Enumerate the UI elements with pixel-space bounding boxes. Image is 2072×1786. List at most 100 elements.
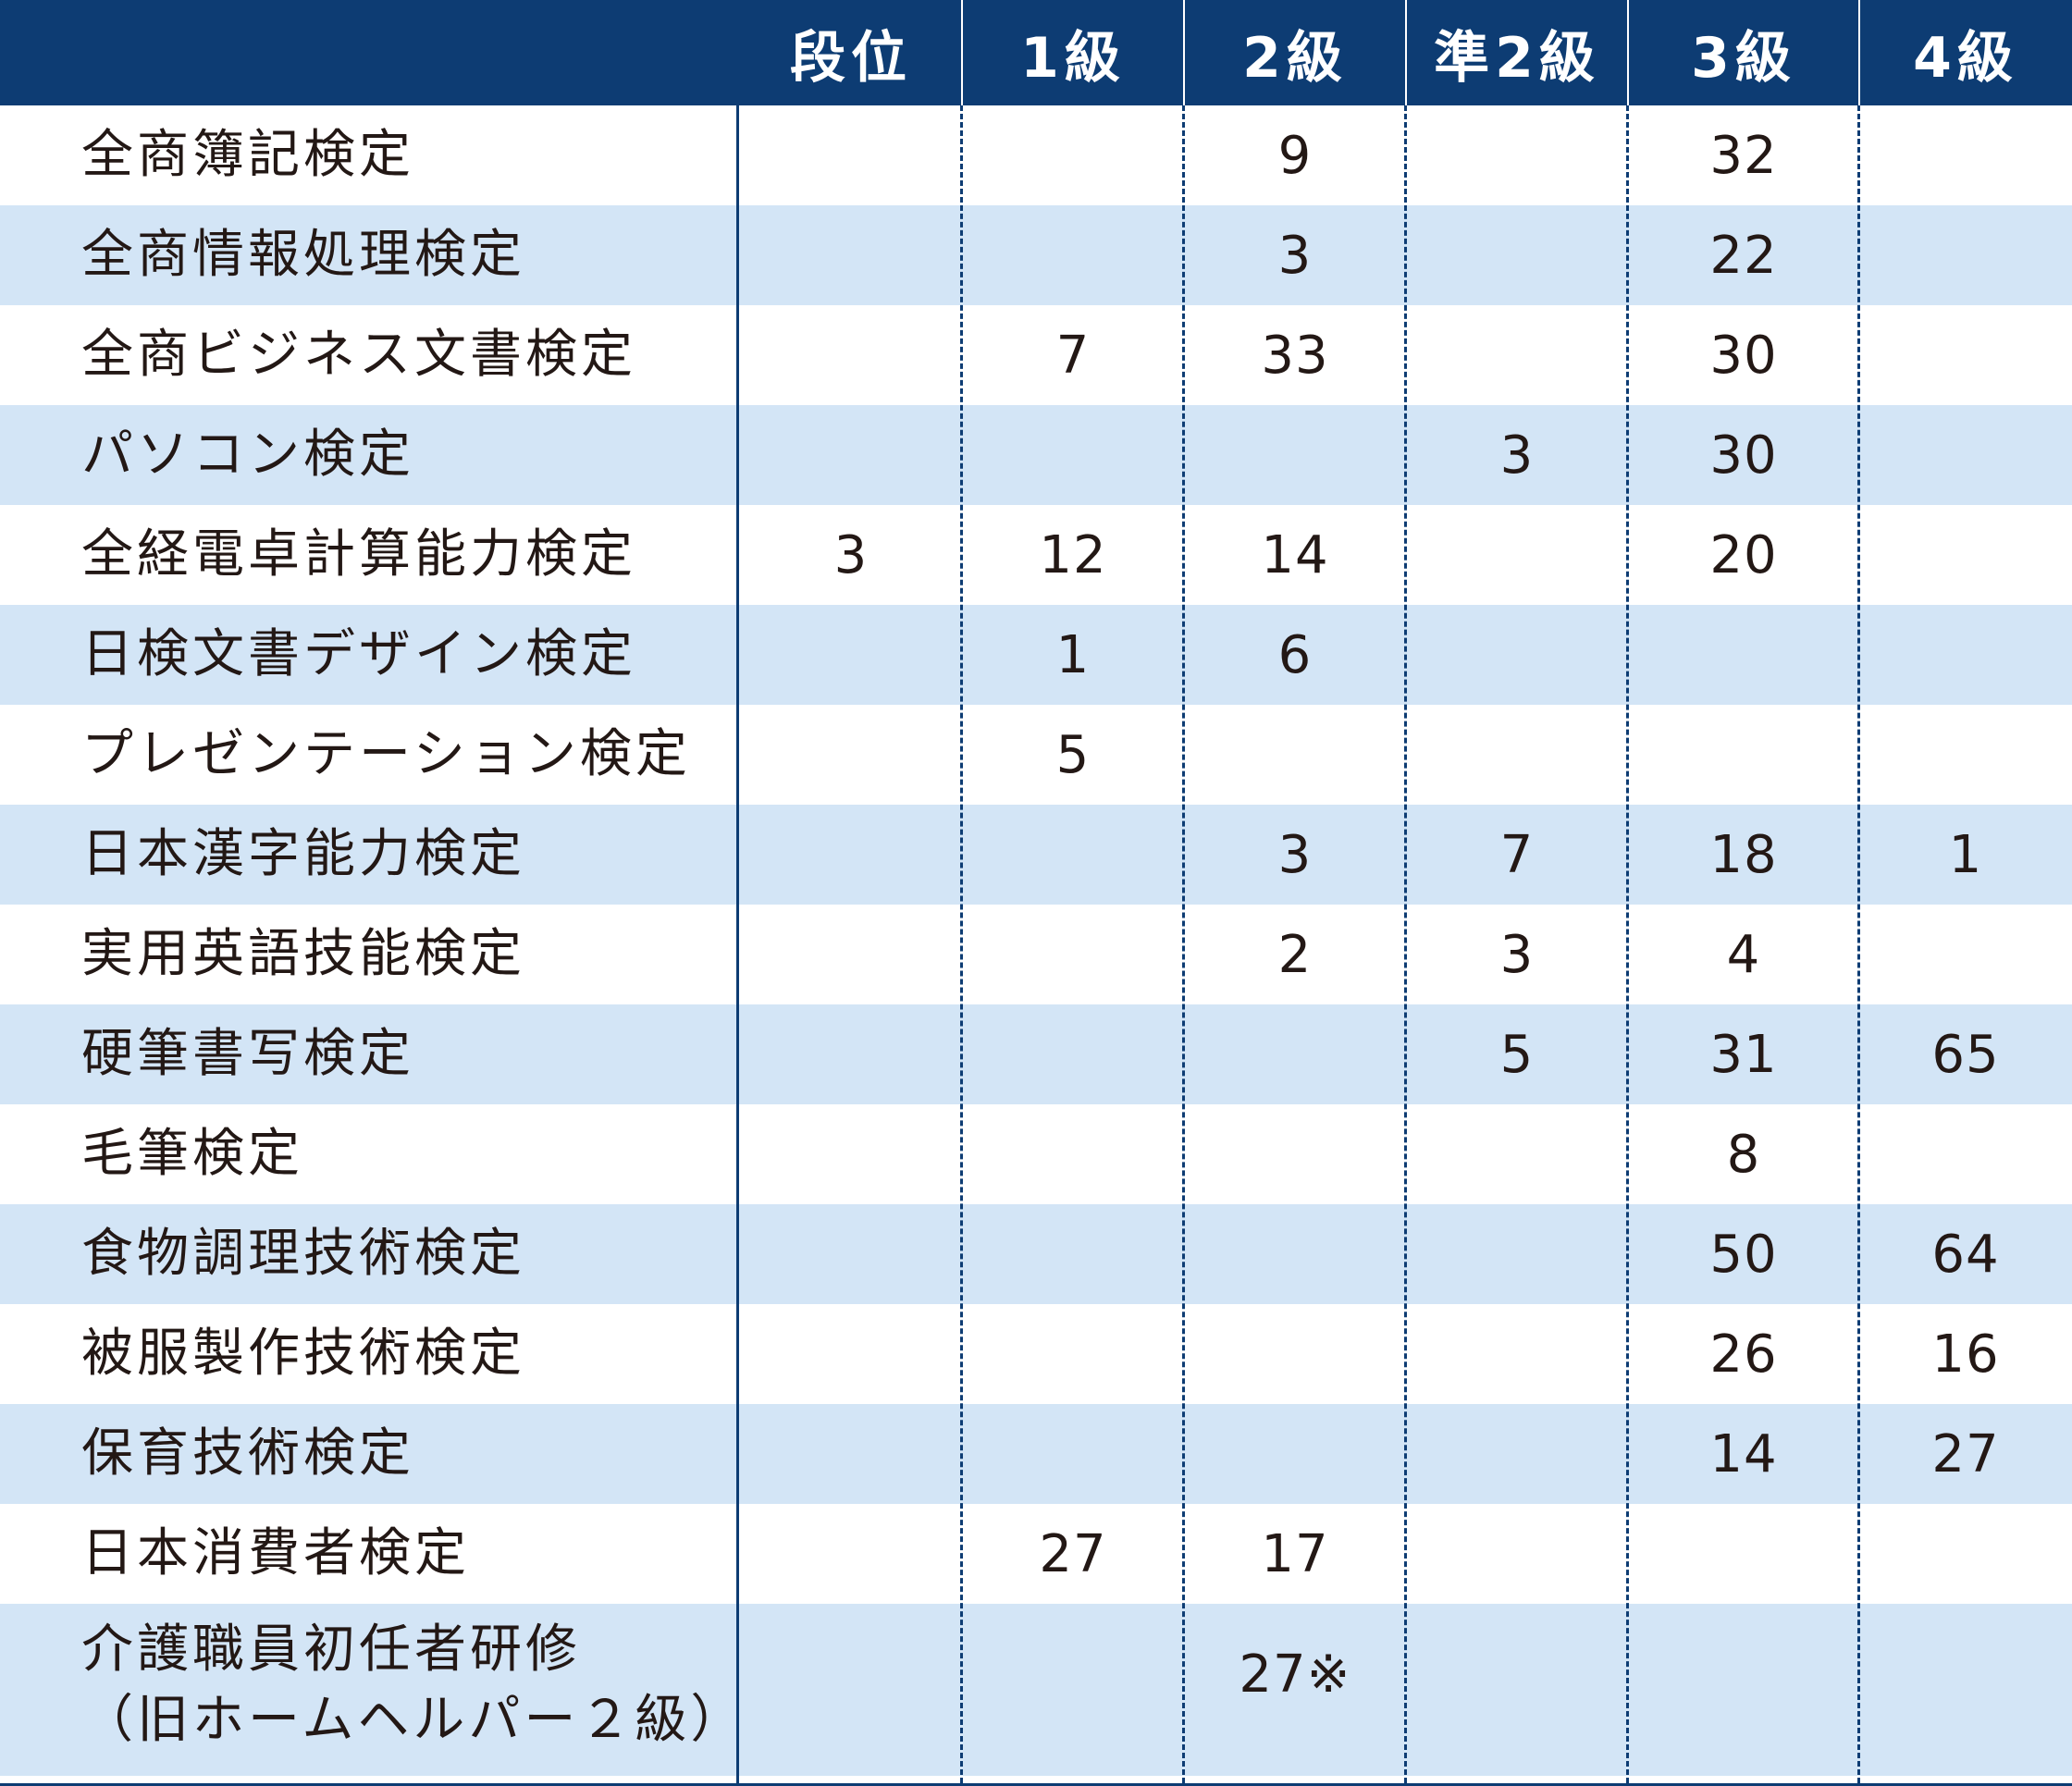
row-label: 全商ビジネス文書検定 [81, 325, 636, 385]
cell-grade-1: 27 [1039, 1523, 1107, 1584]
cell-grade-2 [1184, 1004, 1406, 1104]
cell-grade-4 [1859, 1604, 2072, 1776]
cell-grade-3 [1628, 605, 1859, 705]
cell-grade-2: 6 [1277, 624, 1313, 685]
table-row: 日本消費者検定 27 17 [0, 1504, 2072, 1604]
cell-dan [740, 1604, 962, 1776]
header-divider [1183, 0, 1185, 105]
cell-grade-1 [962, 1604, 1184, 1776]
cell-grade-1 [962, 105, 1184, 205]
row-label: 食物調理技術検定 [81, 1224, 525, 1284]
cell-grade-4: 1 [1948, 824, 1983, 885]
cell-grade-2: 33 [1261, 325, 1329, 386]
row-label: 実用英語技能検定 [81, 924, 525, 984]
header-divider [1627, 0, 1629, 105]
column-divider-dashed [1857, 105, 1860, 1783]
row-label: 毛筆検定 [81, 1124, 303, 1184]
table-row: 全商簿記検定 9 32 [0, 105, 2072, 205]
cell-grade-pre-2: 5 [1499, 1024, 1535, 1085]
cell-grade-4 [1859, 705, 2072, 805]
header-grade-3: 3級 [1691, 25, 1796, 91]
cell-grade-4: 64 [1931, 1224, 2000, 1285]
cell-dan [740, 1404, 962, 1504]
cell-grade-2 [1184, 1204, 1406, 1304]
cell-grade-4: 27 [1931, 1423, 2000, 1484]
cell-grade-2: 27※ [1239, 1644, 1351, 1705]
row-label: 保育技術検定 [81, 1423, 414, 1484]
cell-grade-3 [1628, 705, 1859, 805]
cell-grade-3: 14 [1709, 1423, 1778, 1484]
table-row: 保育技術検定 14 27 [0, 1404, 2072, 1504]
cell-grade-4 [1859, 305, 2072, 405]
cell-grade-pre-2: 3 [1499, 924, 1535, 985]
column-divider-dashed [1626, 105, 1629, 1783]
cell-grade-1: 1 [1055, 624, 1091, 685]
cell-grade-1 [962, 1304, 1184, 1404]
table-row: プレゼンテーション検定 5 [0, 705, 2072, 805]
row-label: プレゼンテーション検定 [81, 724, 691, 784]
cell-grade-3: 20 [1709, 524, 1778, 585]
cell-grade-4 [1859, 205, 2072, 305]
cell-grade-pre-2 [1406, 1604, 1628, 1776]
cell-grade-3: 26 [1709, 1324, 1778, 1385]
row-label: 日検文書デザイン検定 [81, 624, 636, 684]
cell-grade-1 [962, 1204, 1184, 1304]
header-corner-cell [0, 0, 738, 105]
header-grade-1: 1級 [1020, 25, 1126, 91]
cell-grade-4: 65 [1931, 1024, 2000, 1085]
cell-grade-pre-2 [1406, 1304, 1628, 1404]
cell-grade-3: 18 [1709, 824, 1778, 885]
row-label: 硬筆書写検定 [81, 1024, 414, 1084]
column-divider-solid [736, 0, 739, 1783]
cell-grade-1: 7 [1055, 325, 1091, 386]
cell-grade-1 [962, 805, 1184, 905]
cell-grade-4 [1859, 505, 2072, 605]
cell-grade-2: 17 [1261, 1523, 1329, 1584]
cell-grade-2 [1184, 405, 1406, 505]
cell-grade-3: 30 [1709, 325, 1778, 386]
cell-grade-1 [962, 205, 1184, 305]
column-divider-dashed [1182, 105, 1185, 1783]
cell-grade-4 [1859, 605, 2072, 705]
cell-grade-3: 30 [1709, 425, 1778, 486]
cell-grade-2 [1184, 1104, 1406, 1204]
table-row: 全経電卓計算能力検定 3 12 14 20 [0, 505, 2072, 605]
table-row: 硬筆書写検定 5 31 65 [0, 1004, 2072, 1104]
header-divider [1858, 0, 1860, 105]
cell-grade-4 [1859, 1104, 2072, 1204]
cell-dan [740, 405, 962, 505]
column-divider-dashed [960, 105, 963, 1783]
cell-grade-pre-2 [1406, 705, 1628, 805]
table-row: パソコン検定 3 30 [0, 405, 2072, 505]
cell-grade-3: 22 [1709, 225, 1778, 286]
cell-dan [740, 805, 962, 905]
cell-dan [740, 1504, 962, 1604]
table-row: 全商情報処理検定 3 22 [0, 205, 2072, 305]
cell-grade-1 [962, 405, 1184, 505]
cell-grade-pre-2 [1406, 105, 1628, 205]
cell-dan [740, 1004, 962, 1104]
cell-dan [740, 105, 962, 205]
cell-dan [740, 1304, 962, 1404]
table-row: 実用英語技能検定 2 3 4 [0, 905, 2072, 1004]
table-header-row: 段位 1級 2級 準2級 3級 4級 [0, 0, 2072, 105]
cell-grade-pre-2 [1406, 605, 1628, 705]
cell-grade-2 [1184, 1304, 1406, 1404]
row-label-line-1: 介護職員初任者研修 [81, 1620, 581, 1680]
cell-grade-3 [1628, 1504, 1859, 1604]
cell-grade-3: 50 [1709, 1224, 1778, 1285]
row-label: 全経電卓計算能力検定 [81, 524, 636, 585]
table-row: 日本漢字能力検定 3 7 18 1 [0, 805, 2072, 905]
header-grade-pre-2: 準2級 [1434, 25, 1600, 91]
cell-dan: 3 [833, 524, 869, 585]
row-label: 日本漢字能力検定 [81, 824, 525, 884]
cell-grade-1 [962, 905, 1184, 1004]
table-row: 全商ビジネス文書検定 7 33 30 [0, 305, 2072, 405]
row-label: パソコン検定 [81, 425, 414, 485]
cell-dan [740, 1104, 962, 1204]
cell-dan [740, 205, 962, 305]
row-label: 全商情報処理検定 [81, 225, 525, 285]
cell-grade-2: 14 [1261, 524, 1329, 585]
cell-grade-1 [962, 1404, 1184, 1504]
